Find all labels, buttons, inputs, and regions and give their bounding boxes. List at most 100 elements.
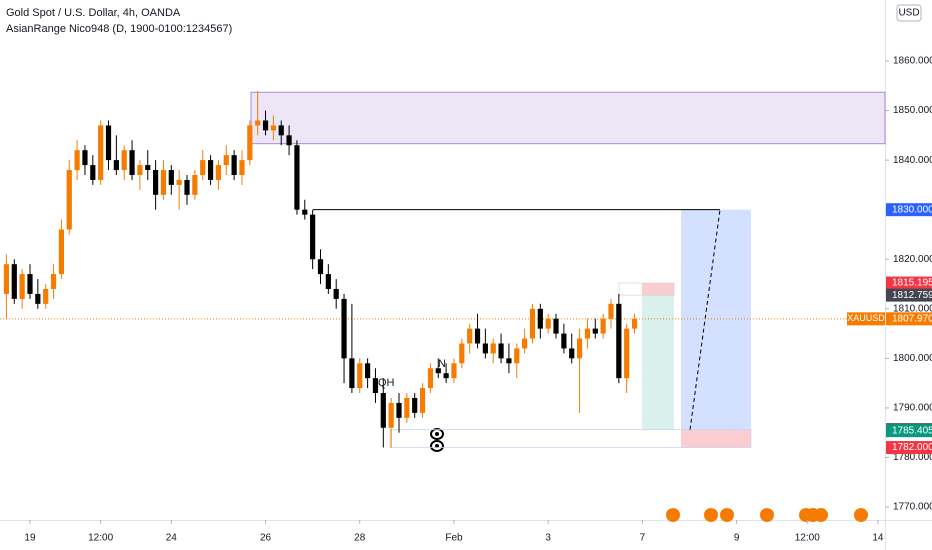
currency-box[interactable]	[896, 4, 922, 22]
candle-body	[168, 170, 174, 185]
candle-body	[11, 264, 17, 299]
candle-body	[372, 378, 379, 394]
candle-body	[278, 125, 284, 136]
candle-body	[396, 402, 402, 418]
candle-body	[153, 170, 159, 195]
symbol-label: XAUUSD	[847, 313, 885, 323]
candle-body	[380, 393, 386, 428]
x-tick-label: 19	[24, 533, 36, 544]
candle-body	[137, 165, 143, 175]
candle-body	[231, 155, 237, 175]
long-stop-zone	[681, 429, 751, 448]
candle-body	[522, 338, 528, 349]
candle-body	[286, 135, 292, 146]
annotation: N	[438, 358, 446, 370]
candle-body	[537, 308, 543, 329]
annotation: QH	[378, 377, 395, 389]
price-label-box	[886, 288, 932, 302]
candle-body	[364, 363, 371, 379]
candle-body	[404, 397, 410, 418]
candle-body	[74, 150, 80, 171]
candle-body	[43, 288, 49, 304]
x-tick-label: 28	[354, 533, 366, 544]
symbol-box	[847, 312, 885, 326]
candle-body	[121, 150, 127, 171]
price-label: 1812.759	[892, 290, 932, 301]
candle-body	[113, 160, 119, 171]
session-icons	[430, 428, 444, 452]
candle-body	[294, 145, 300, 210]
candle-body	[262, 120, 269, 131]
candle-body	[19, 274, 25, 299]
candle-body	[129, 150, 135, 175]
price-label: 1830.000	[892, 204, 932, 215]
short-stop-zone	[642, 283, 674, 296]
candle-body	[608, 303, 614, 319]
candle-body	[160, 170, 167, 195]
candle-body	[333, 288, 339, 299]
candle-body	[412, 397, 418, 413]
x-tick-label: 7	[640, 533, 646, 544]
candle-body	[576, 338, 583, 359]
y-tick-label: 1810.000	[893, 303, 932, 314]
candle-body	[207, 160, 214, 180]
price-label: 1807.970	[892, 313, 932, 324]
candle-body	[357, 363, 363, 389]
price-label-box	[886, 203, 932, 217]
candle-body	[176, 179, 182, 185]
candle-body	[192, 174, 198, 195]
y-tick-label: 1790.000	[893, 403, 932, 414]
candle-body	[624, 328, 630, 379]
candle-body	[239, 160, 245, 175]
candle-body	[419, 388, 426, 413]
y-tick-label: 1770.000	[893, 502, 932, 513]
candle-body	[388, 402, 394, 428]
asian-range-zone	[250, 91, 886, 145]
candle-body	[553, 318, 559, 334]
candle-body	[631, 318, 638, 329]
price-label: 1815.195	[892, 278, 932, 289]
y-tick-label: 1850.000	[893, 105, 932, 116]
session-band	[389, 429, 752, 448]
price-label: 1785.405	[892, 425, 932, 436]
candle-body	[341, 298, 347, 359]
projection	[689, 209, 721, 430]
x-tick-label: 26	[260, 533, 272, 544]
candle-body	[427, 368, 434, 389]
candle-body	[490, 343, 496, 354]
candle-body	[35, 293, 41, 304]
candle-body	[223, 155, 229, 166]
candle-body	[474, 328, 481, 344]
price-label-box	[886, 312, 932, 326]
candle-body	[506, 358, 512, 364]
candle-body	[58, 229, 64, 275]
currency[interactable]: USD	[898, 8, 919, 19]
x-tick-label: 24	[166, 533, 178, 544]
price-label-box	[886, 424, 932, 438]
candle-body	[184, 179, 190, 195]
candle-body	[592, 328, 598, 334]
candle-body	[349, 358, 355, 389]
candle-body	[498, 343, 504, 359]
candle-body	[310, 214, 316, 260]
x-tick-label: 12:00	[88, 533, 113, 544]
candle-body	[317, 259, 324, 275]
candle-body	[27, 274, 33, 294]
candle-body	[302, 209, 308, 215]
chart-title: Gold Spot / U.S. Dollar, 4h, OANDA	[6, 7, 181, 19]
x-tick-label: 9	[734, 533, 740, 544]
candle-body	[145, 165, 151, 171]
candle-body	[514, 348, 520, 364]
long-target-zone	[681, 209, 751, 430]
candle-body	[459, 343, 465, 364]
candle-body	[443, 373, 449, 379]
candle-body	[529, 308, 536, 339]
y-tick-label: 1800.000	[893, 353, 932, 364]
y-tick-label: 1840.000	[893, 155, 932, 166]
candle-body	[600, 318, 606, 334]
candle-body	[50, 274, 57, 289]
candle-body	[215, 165, 222, 180]
entry-box	[618, 282, 675, 296]
